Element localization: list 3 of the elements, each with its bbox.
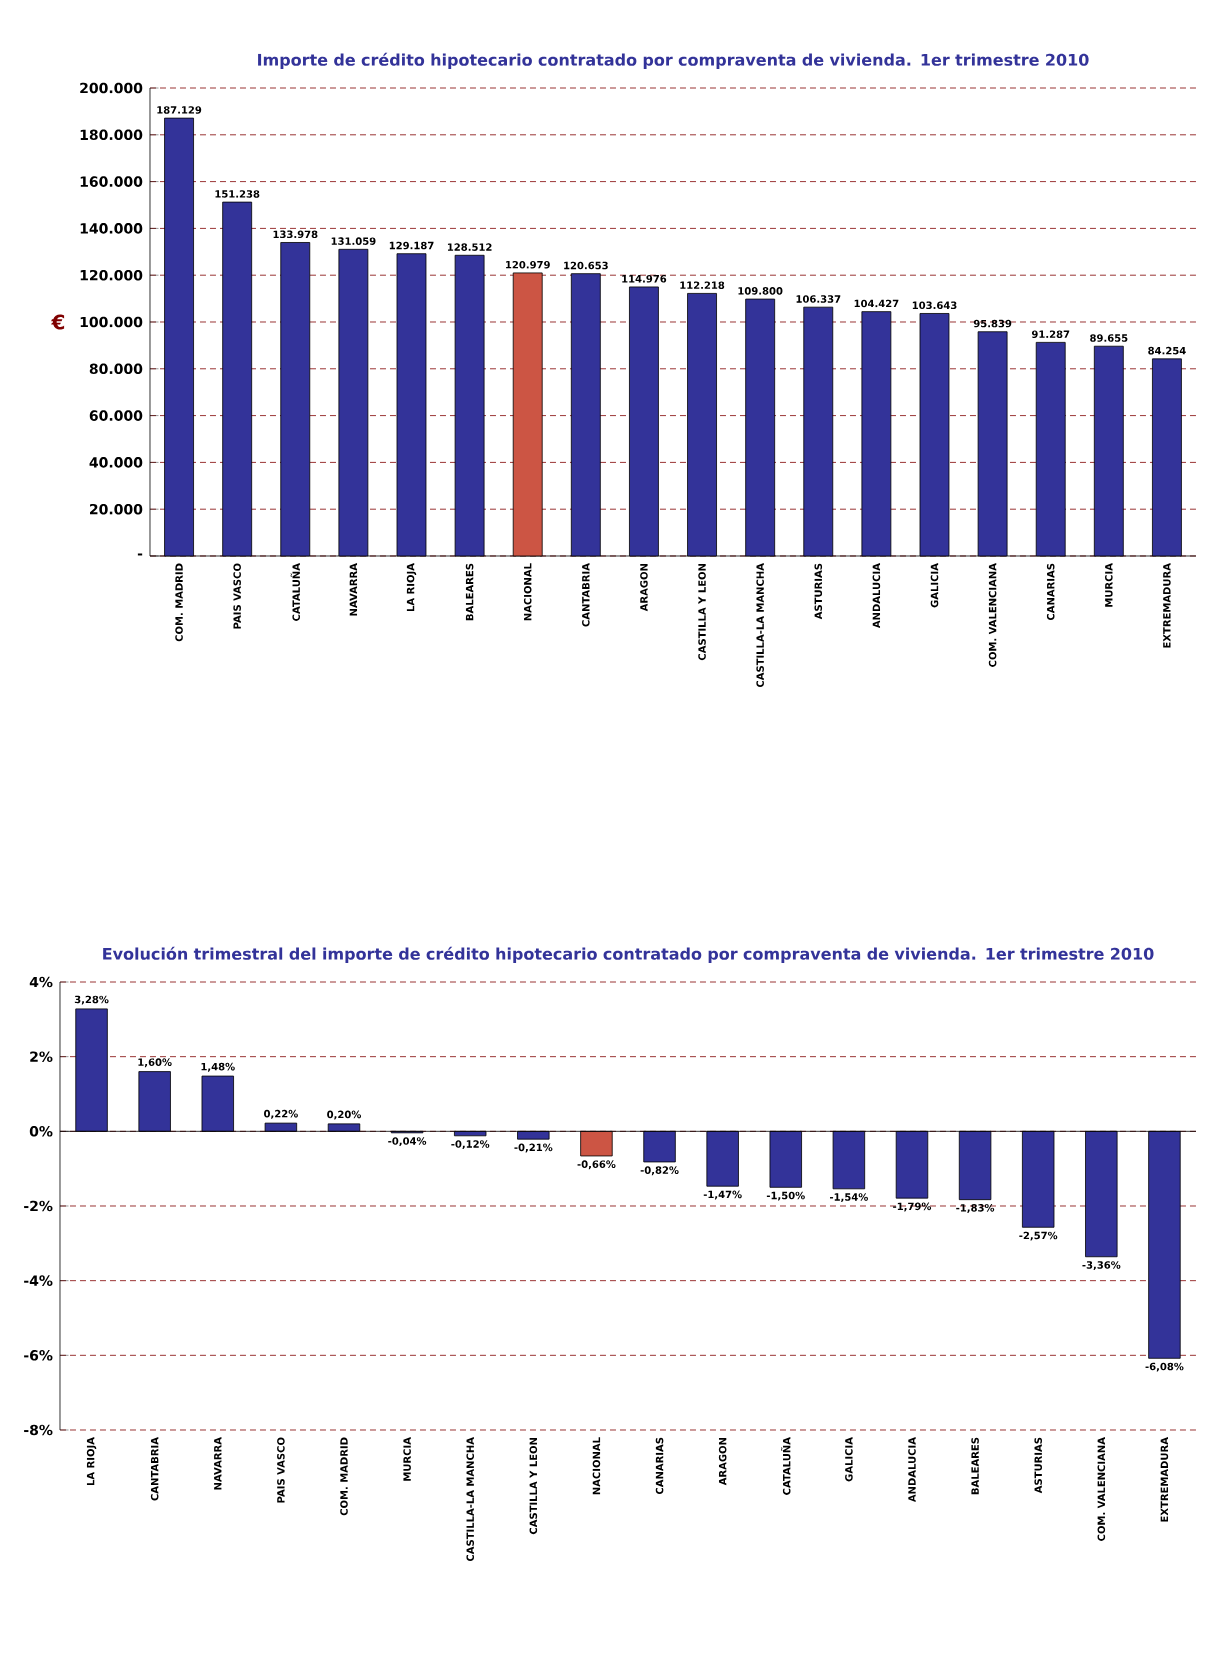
chart-title: Evolución trimestral del importe de crédito hipotecario contratado por compraventa de vivienda. 1er trimestre 2010 bbox=[103, 946, 1154, 963]
chart-title: Importe de crédito hipotecario contratado por compraventa de vivienda. 1er trimestre 2010 bbox=[258, 52, 1089, 69]
y-axis-title: € bbox=[51, 314, 65, 330]
